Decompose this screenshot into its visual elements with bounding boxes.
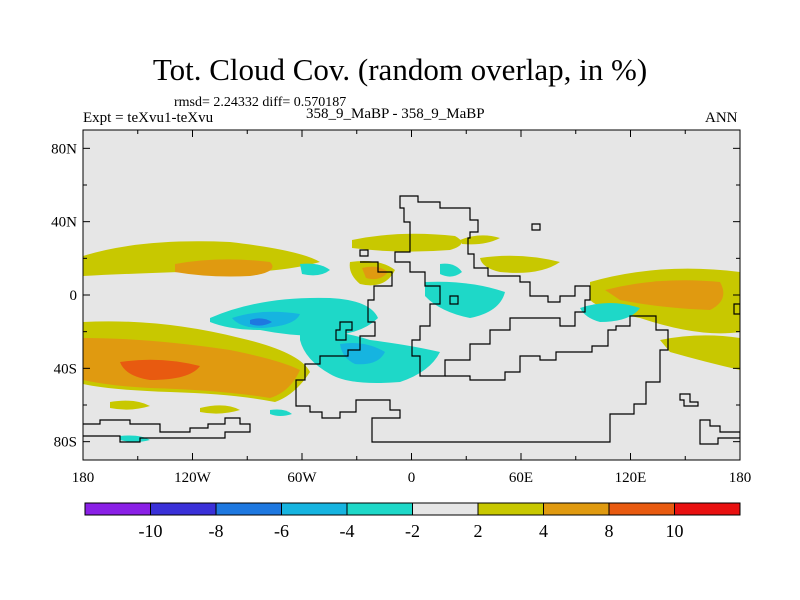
contour-minus8-to-minus6 <box>250 318 272 326</box>
lat-tick-label: 40N <box>51 215 77 231</box>
colorbar-swatch <box>84 502 151 516</box>
lon-tick-label: 0 <box>408 470 416 486</box>
colorbar-level-label: 2 <box>474 521 483 541</box>
case-label: 358_9_MaBP - 358_9_MaBP <box>306 106 485 122</box>
lon-tick-label: 60W <box>287 470 317 486</box>
colorbar-level-label: -8 <box>209 521 224 541</box>
colorbar-swatch <box>543 502 610 516</box>
plot-title: Tot. Cloud Cov. (random overlap, in %) <box>152 52 648 87</box>
colorbar-level-label: -6 <box>274 521 289 541</box>
coastlines <box>83 195 740 445</box>
colorbar-level-label: 8 <box>605 521 614 541</box>
colorbar-swatch <box>281 502 348 516</box>
lat-tick-label: 40S <box>54 361 77 377</box>
colorbar-swatch <box>608 502 675 516</box>
colorbar-swatch <box>412 502 479 516</box>
colorbar-swatch <box>150 502 217 516</box>
colorbar-level-label: -2 <box>405 521 420 541</box>
lon-tick-label: 120E <box>615 470 647 486</box>
lat-tick-label: 80N <box>51 141 77 157</box>
colorbar-level-label: 4 <box>539 521 548 541</box>
lat-tick-label: 80S <box>54 435 77 451</box>
colorbar-swatch <box>674 502 741 516</box>
lat-tick-label: 0 <box>70 288 78 304</box>
contour-8-to-10 <box>120 359 200 380</box>
axis-ticks <box>82 130 741 460</box>
lon-tick-label: 180 <box>729 470 752 486</box>
experiment-label: Expt = teXvu1-teXvu <box>83 110 214 126</box>
contour-fields <box>83 233 740 442</box>
lon-tick-label: 120W <box>174 470 212 486</box>
colorbar-swatch <box>346 502 413 516</box>
axis-labels: 180 120W 60W 0 60E 120E 180 80N 40N 0 40S 80S <box>51 141 751 486</box>
colorbar-swatch <box>477 502 544 516</box>
rmsd-diff-stats: rmsd= 2.24332 diff= 0.570187 <box>174 95 347 110</box>
colorbar: -10 -8 -6 -4 -2 2 4 8 10 <box>84 502 741 541</box>
colorbar-swatch <box>215 502 282 516</box>
colorbar-level-label: -4 <box>340 521 355 541</box>
lon-tick-label: 60E <box>509 470 533 486</box>
lon-tick-label: 180 <box>72 470 95 486</box>
colorbar-level-label: -10 <box>139 521 163 541</box>
season-label: ANN <box>705 110 738 126</box>
colorbar-level-label: 10 <box>666 521 684 541</box>
